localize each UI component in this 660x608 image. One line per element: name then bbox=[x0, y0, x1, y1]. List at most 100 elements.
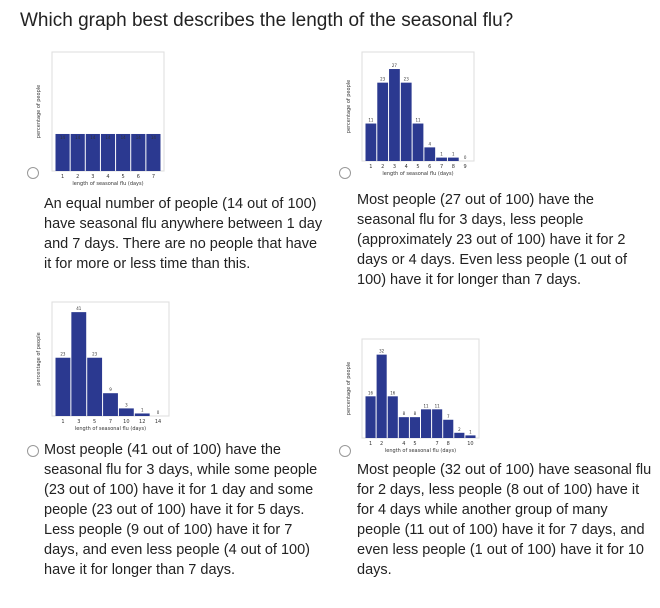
x-tick-label: 2 bbox=[380, 441, 383, 447]
bar bbox=[389, 69, 400, 161]
x-tick-label: 7 bbox=[152, 174, 155, 180]
value-label: 14 bbox=[121, 135, 127, 140]
x-tick-label: 2 bbox=[76, 174, 79, 180]
radio-button[interactable] bbox=[339, 445, 351, 457]
x-axis-label: length of seasonal flu (days) bbox=[382, 171, 453, 177]
chart: percentage of people length of seasonal f… bbox=[36, 51, 165, 187]
chart: percentage of people length of seasonal f… bbox=[346, 338, 480, 454]
question: Which graph best describes the length of… bbox=[20, 10, 514, 31]
value-label: 8 bbox=[403, 411, 406, 416]
bar bbox=[447, 157, 459, 161]
x-axis-label: length of seasonal flu (days) bbox=[385, 448, 456, 454]
bar bbox=[365, 123, 377, 161]
x-tick-label: 5 bbox=[416, 164, 419, 170]
x-tick-label: 7 bbox=[436, 441, 439, 447]
value-label: 11 bbox=[435, 403, 441, 408]
bar bbox=[85, 133, 100, 171]
value-label: 14 bbox=[136, 135, 142, 140]
bar bbox=[118, 408, 134, 416]
radio-button[interactable] bbox=[339, 167, 351, 179]
bar bbox=[409, 417, 420, 438]
value-label: 32 bbox=[379, 349, 385, 354]
value-label: 0 bbox=[464, 155, 467, 160]
bar bbox=[400, 82, 412, 161]
x-tick-label: 10 bbox=[123, 419, 129, 425]
option-text: An equal number of people (14 out of 100… bbox=[44, 196, 323, 272]
x-tick-label: 5 bbox=[122, 174, 125, 180]
bar bbox=[116, 133, 131, 171]
bar bbox=[424, 147, 436, 161]
bar bbox=[365, 396, 376, 438]
x-tick-label: 4 bbox=[106, 174, 109, 180]
x-tick-label: 5 bbox=[413, 441, 416, 447]
radio-button[interactable] bbox=[27, 167, 39, 179]
bar bbox=[443, 419, 454, 438]
bar bbox=[412, 123, 424, 161]
value-label: 1 bbox=[452, 152, 455, 157]
value-label: 23 bbox=[380, 77, 386, 82]
option-text: Most people (41 out of 100) have the sea… bbox=[44, 442, 318, 578]
bar bbox=[103, 393, 118, 416]
bar bbox=[131, 133, 146, 171]
bar bbox=[387, 396, 398, 438]
bar bbox=[87, 357, 103, 416]
y-axis-label: percentage of people bbox=[36, 332, 42, 385]
value-label: 8 bbox=[414, 411, 417, 416]
x-tick-label: 7 bbox=[109, 419, 112, 425]
value-label: 1 bbox=[469, 429, 472, 434]
y-axis-label: percentage of people bbox=[36, 85, 42, 138]
x-tick-label: 1 bbox=[369, 441, 372, 447]
x-tick-label: 8 bbox=[452, 164, 455, 170]
value-label: 16 bbox=[368, 390, 374, 395]
value-label: 1 bbox=[440, 152, 443, 157]
x-tick-label: 3 bbox=[77, 419, 80, 425]
x-tick-label: 9 bbox=[464, 164, 467, 170]
x-tick-label: 12 bbox=[139, 419, 145, 425]
x-axis-label: length of seasonal flu (days) bbox=[72, 181, 143, 187]
bar bbox=[71, 312, 87, 416]
x-tick-label: 3 bbox=[91, 174, 94, 180]
x-tick-label: 2 bbox=[381, 164, 384, 170]
bar bbox=[376, 354, 387, 438]
chart: percentage of people length of seasonal f… bbox=[36, 301, 170, 432]
bar bbox=[146, 133, 161, 171]
bar bbox=[465, 435, 476, 438]
bar bbox=[421, 409, 432, 438]
x-tick-label: 14 bbox=[155, 419, 161, 425]
y-axis-label: percentage of people bbox=[346, 362, 352, 415]
x-tick-label: 3 bbox=[393, 164, 396, 170]
x-tick-label: 8 bbox=[447, 441, 450, 447]
bar bbox=[454, 432, 465, 438]
value-label: 27 bbox=[392, 63, 398, 68]
value-label: 11 bbox=[424, 403, 430, 408]
bar bbox=[436, 157, 447, 161]
value-label: 9 bbox=[109, 387, 112, 392]
bar bbox=[100, 133, 116, 171]
x-tick-label: 4 bbox=[402, 441, 405, 447]
value-label: 1 bbox=[141, 407, 144, 412]
bar bbox=[134, 413, 150, 416]
value-label: 4 bbox=[429, 141, 432, 146]
value-label: 14 bbox=[105, 135, 111, 140]
x-tick-label: 1 bbox=[61, 174, 64, 180]
radio-button[interactable] bbox=[27, 445, 39, 457]
x-tick-label: 1 bbox=[369, 164, 372, 170]
value-label: 41 bbox=[76, 306, 82, 311]
value-label: 23 bbox=[60, 352, 66, 357]
bar bbox=[432, 409, 443, 438]
x-axis-label: length of seasonal flu (days) bbox=[75, 426, 146, 432]
x-tick-label: 5 bbox=[93, 419, 96, 425]
chart: percentage of people length of seasonal f… bbox=[346, 51, 475, 177]
value-label: 23 bbox=[404, 77, 410, 82]
value-label: 0 bbox=[157, 410, 160, 415]
value-label: 23 bbox=[92, 352, 98, 357]
x-tick-label: 6 bbox=[137, 174, 140, 180]
option-text: Most people (32 out of 100) have seasona… bbox=[357, 462, 652, 578]
value-label: 11 bbox=[415, 118, 421, 123]
x-tick-label: 10 bbox=[467, 441, 473, 447]
option-text: Most people (27 out of 100) have the sea… bbox=[357, 192, 628, 288]
bar bbox=[377, 82, 389, 161]
value-label: 3 bbox=[125, 402, 128, 407]
x-tick-label: 1 bbox=[61, 419, 64, 425]
